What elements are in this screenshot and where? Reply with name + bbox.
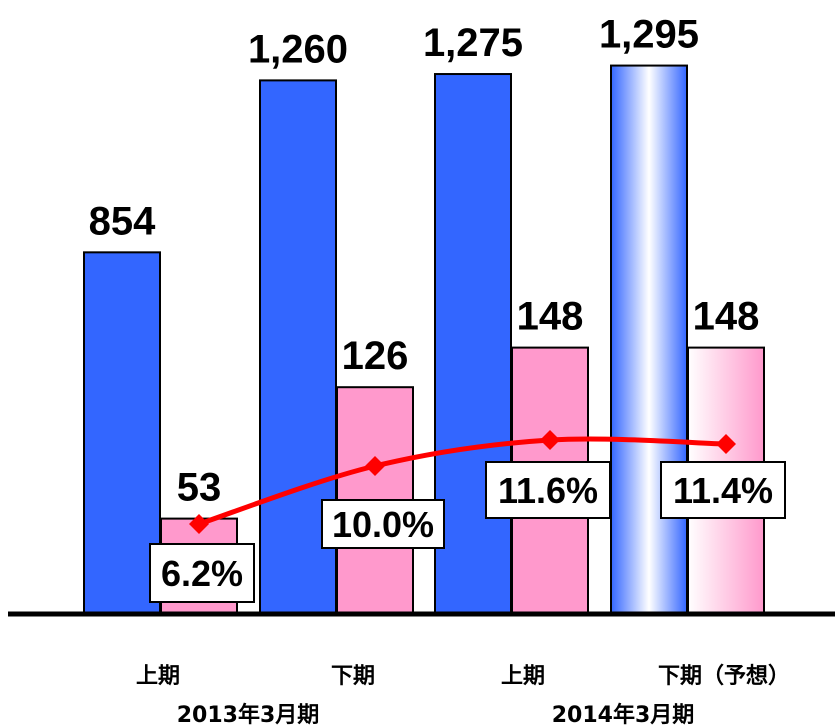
ratio-marker-0 (189, 514, 209, 534)
ratio-label-3: 11.4% (673, 470, 773, 511)
category-label-2: 上期 (501, 664, 545, 689)
category-label-0: 上期 (136, 664, 180, 689)
bar-sales-0 (83, 251, 161, 615)
ratio-line (198, 436, 727, 527)
profit-value-label-2: 148 (517, 295, 584, 339)
ratio-label-box-2 (485, 461, 611, 519)
category-label-3: 下期（予想） (658, 664, 790, 689)
ratio-label-box-0 (149, 543, 255, 603)
bar-sales-2 (434, 73, 512, 616)
ratio-label-1: 10.0% (332, 504, 434, 545)
bar-sales-3 (610, 64, 688, 615)
fiscal-year-label-1: 2014年3月期 (552, 702, 695, 728)
ratio-line-layer (189, 430, 736, 534)
sales-value-label-1: 1,260 (248, 27, 348, 71)
sales-value-label-2: 1,275 (423, 21, 523, 65)
ratio-label-2: 11.6% (498, 470, 598, 511)
profit-value-label-0: 53 (177, 466, 222, 510)
bars-layer (83, 64, 765, 616)
category-labels-layer: 上期 下期 上期 下期（予想） 2013年3月期 2014年3月期 (136, 664, 790, 728)
ratio-marker-1 (365, 456, 385, 476)
sales-value-label-3: 1,295 (599, 13, 699, 57)
ratio-marker-3 (716, 434, 736, 454)
ratio-label-box-1 (321, 499, 445, 549)
category-label-1: 下期 (331, 664, 375, 689)
ratio-marker-2 (540, 430, 560, 450)
sales-value-label-0: 854 (89, 199, 156, 243)
profit-value-label-1: 126 (342, 334, 409, 378)
ratio-label-0: 6.2% (161, 553, 243, 594)
labels-layer: 6.2% 10.0% 11.6% 11.4% 854 1,260 1,275 1,295 53 1… (89, 13, 786, 603)
ratio-label-box-3 (660, 461, 786, 519)
fiscal-year-label-0: 2013年3月期 (177, 702, 320, 728)
profit-value-label-3: 148 (693, 295, 760, 339)
